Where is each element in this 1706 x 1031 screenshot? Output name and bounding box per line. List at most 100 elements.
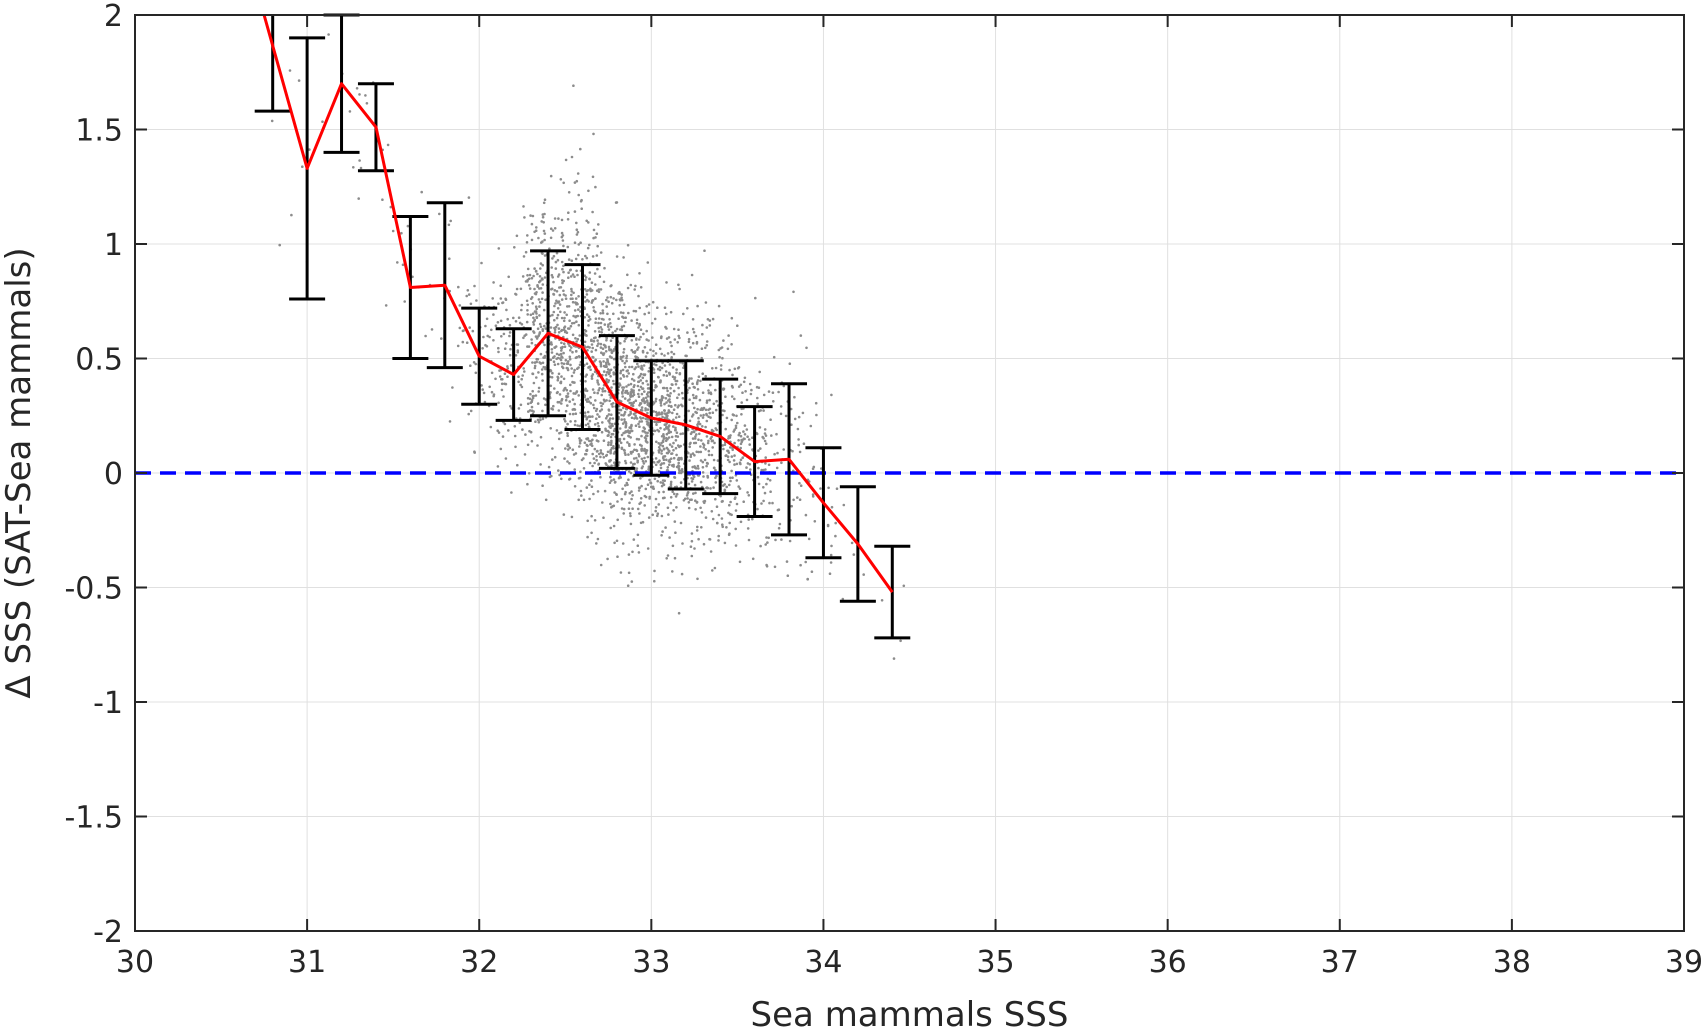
- scatter-point: [522, 255, 526, 258]
- scatter-point: [731, 413, 735, 416]
- scatter-point: [611, 402, 615, 405]
- scatter-point: [682, 366, 685, 370]
- scatter-point: [739, 520, 743, 524]
- scatter-point: [674, 416, 678, 419]
- scatter-point: [703, 489, 707, 493]
- scatter-point: [590, 479, 593, 482]
- scatter-point: [574, 412, 578, 416]
- scatter-point: [797, 443, 800, 447]
- scatter-point: [669, 404, 673, 408]
- scatter-point: [661, 444, 665, 448]
- scatter-point: [739, 446, 742, 450]
- scatter-point: [519, 403, 523, 407]
- scatter-point: [522, 336, 525, 340]
- scatter-point: [558, 286, 561, 289]
- scatter-point: [608, 347, 611, 351]
- scatter-point: [620, 413, 623, 417]
- scatter-point: [596, 344, 599, 348]
- scatter-point: [543, 254, 547, 257]
- scatter-point: [622, 431, 625, 435]
- mean-line-path: [262, 14, 894, 593]
- scatter-point: [660, 484, 664, 488]
- scatter-point: [638, 425, 641, 429]
- y-tick-label: 0: [104, 457, 123, 492]
- scatter-point: [352, 166, 355, 169]
- scatter-point: [758, 370, 761, 374]
- scatter-point: [657, 442, 660, 445]
- scatter-point: [624, 421, 628, 424]
- scatter-point: [710, 453, 714, 457]
- scatter-point: [620, 507, 624, 510]
- scatter-point: [624, 424, 628, 428]
- scatter-point: [538, 332, 541, 335]
- scatter-point: [621, 395, 624, 398]
- scatter-point: [677, 471, 681, 475]
- scatter-point: [568, 268, 572, 272]
- scatter-point: [531, 214, 535, 218]
- x-tick-label: 35: [976, 945, 1014, 980]
- scatter-point: [488, 385, 492, 389]
- scatter-point: [815, 413, 818, 417]
- scatter-point: [699, 379, 702, 383]
- scatter-point: [448, 420, 452, 423]
- scatter-point: [327, 33, 330, 36]
- scatter-point: [624, 484, 627, 487]
- scatter-point: [764, 456, 767, 459]
- scatter-point: [567, 258, 571, 261]
- scatter-point: [506, 367, 510, 370]
- scatter-point: [799, 484, 803, 488]
- scatter-point: [707, 449, 711, 453]
- scatter-point: [615, 255, 619, 258]
- scatter-point: [584, 423, 588, 427]
- scatter-point: [724, 427, 727, 431]
- scatter-point: [707, 439, 710, 443]
- scatter-point: [290, 213, 293, 217]
- scatter-point: [607, 408, 611, 412]
- scatter-point: [745, 398, 749, 402]
- scatter-point: [561, 366, 565, 370]
- scatter-point: [829, 561, 833, 564]
- scatter-point: [659, 466, 663, 470]
- scatter-point: [542, 201, 546, 205]
- scatter-point: [357, 197, 361, 200]
- scatter-point: [737, 385, 741, 388]
- scatter-point: [556, 313, 560, 317]
- scatter-point: [690, 539, 694, 543]
- scatter-point: [677, 415, 681, 419]
- scatter-point: [630, 490, 633, 493]
- scatter-point: [526, 234, 529, 237]
- scatter-point: [697, 467, 700, 470]
- scatter-point: [747, 518, 750, 521]
- scatter-point: [659, 404, 663, 407]
- scatter-point: [699, 459, 703, 462]
- scatter-point: [711, 446, 714, 449]
- scatter-point: [539, 463, 542, 466]
- scatter-point: [496, 321, 500, 324]
- scatter-point: [594, 399, 597, 402]
- scatter-point: [530, 276, 534, 280]
- scatter-point: [544, 498, 548, 502]
- scatter-point: [403, 300, 407, 303]
- scatter-point: [554, 267, 558, 270]
- scatter-point: [758, 426, 762, 429]
- scatter-point: [597, 389, 600, 392]
- scatter-point: [632, 379, 636, 382]
- scatter-point: [647, 468, 651, 472]
- scatter-point: [665, 281, 668, 284]
- scatter-point: [612, 312, 615, 316]
- scatter-point: [530, 439, 534, 443]
- scatter-point: [715, 505, 719, 509]
- scatter-point: [583, 441, 587, 445]
- scatter-point: [488, 335, 491, 339]
- scatter-point: [651, 486, 655, 490]
- scatter-point: [771, 501, 774, 505]
- scatter-point: [537, 236, 540, 240]
- scatter-point: [384, 304, 388, 307]
- scatter-point: [540, 241, 543, 244]
- scatter-point: [777, 390, 780, 394]
- scatter-point: [641, 429, 645, 433]
- scatter-point: [519, 383, 522, 387]
- scatter-point: [789, 407, 793, 411]
- scatter-point: [566, 448, 570, 451]
- scatter-point: [651, 513, 654, 517]
